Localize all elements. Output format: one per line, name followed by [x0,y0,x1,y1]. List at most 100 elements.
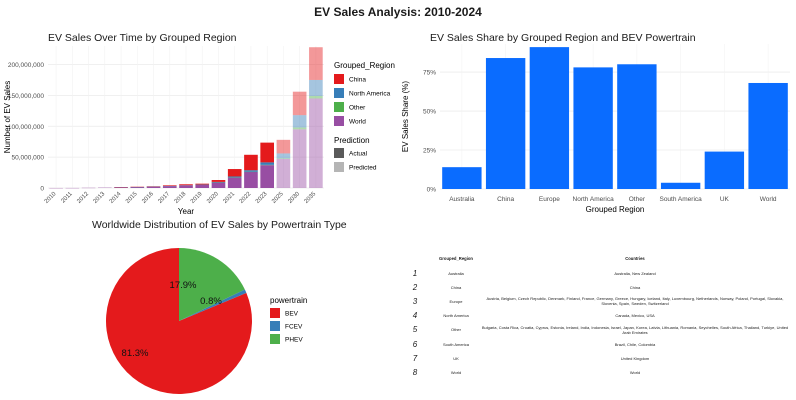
legend-swatch [334,162,344,172]
legend-label: PHEV [285,337,303,344]
bar-segment [244,170,258,172]
legend-label: China [349,77,366,84]
bar-segment [244,171,258,188]
chart3-title: Worldwide Distribution of EV Sales by Po… [92,219,347,231]
legend-label: Actual [349,151,368,158]
row-number: 5 [412,325,418,335]
bar [617,64,657,189]
legend-swatch [334,88,344,98]
row-number: 7 [412,353,418,363]
bar-segment [292,127,307,130]
region-cell: China [450,284,462,290]
y-tick-label: 100,000,000 [8,124,45,131]
bar-segment [130,187,145,188]
ev-sales-share-chart: 0% 25% 50% 75% Australia China Europe North Ame… [401,44,790,214]
bar-segment [309,79,323,97]
x-tick-label: Other [629,196,646,203]
row-number: 1 [412,268,418,278]
x-tick-label: China [497,196,514,203]
x-axis-label: Year [178,207,195,216]
x-tick-label: World [760,196,777,203]
x-tick-label: 2014 [109,191,123,205]
table-row: 2 China China [398,280,790,294]
table-header-region: Grouped_Region [439,255,473,261]
bar-segment [227,169,242,177]
row-number: 6 [412,339,418,349]
x-tick-label: 2025 [271,191,285,205]
countries-cell: Austria, Belgium, Czech Republic, Denmar… [486,296,784,307]
table-row: 4 North America Canada, Mexico, USA [398,309,790,323]
y-tick-label: 25% [423,148,436,155]
bar-segment [146,186,161,188]
bar [529,47,570,189]
bar-segment [276,153,291,159]
legend-swatch [270,308,280,318]
region-cell: Other [450,327,461,333]
x-tick-label: Europe [539,196,560,203]
legend-swatch [270,334,280,344]
x-axis-label: Grouped Region [586,205,645,214]
bar-segment [276,139,291,154]
bar [442,167,482,189]
row-number: 3 [412,296,418,306]
page-title: EV Sales Analysis: 2010-2024 [314,5,482,19]
x-tick-label: 2035 [304,191,318,205]
legend-label: BEV [285,311,299,318]
countries-cell: Australia, New Zealand [614,270,656,276]
bar-segment [292,129,307,188]
x-tick-label: 2020 [206,191,220,205]
table-row: 8 World World [398,365,790,379]
x-tick-label: South America [659,196,702,203]
legend-label: Predicted [349,165,377,172]
x-tick-label: 2022 [239,191,253,205]
bar [573,67,613,189]
row-number: 8 [412,367,418,377]
y-axis-label: Number of EV Sales [3,81,12,153]
bar [704,151,745,189]
countries-cell: Brazil, Chile, Colombia [614,341,656,347]
bar-segment [179,184,193,186]
y-tick-label: 50,000,000 [11,155,44,162]
slice-label: 0.8% [200,296,222,307]
bar-segment [211,182,226,188]
region-cell: North America [443,313,469,319]
bar-segment [260,165,274,188]
x-tick-label: 2016 [141,191,155,205]
legend-label: Other [349,105,366,112]
table-row: 5 Other Bulgaria, Costa Rica, Croatia, Cyp… [398,323,790,337]
y-axis-label: EV Sales Share (%) [401,81,410,152]
table-row: 3 Europe Austria, Belgium, Czech Republic,… [398,294,790,308]
bar-segment [309,98,323,188]
pie-slice [179,289,247,321]
pie-slice [179,248,245,321]
bar [660,182,701,189]
legend-title: Prediction [334,136,370,145]
y-tick-label: 50% [423,109,436,116]
x-tick-label: 2010 [44,191,58,205]
x-tick-label: 2015 [125,191,139,205]
bar-segment [309,96,323,99]
legend-swatch [334,116,344,126]
bar-segment [276,158,291,159]
countries-cell: China [629,284,641,290]
slice-label: 81.3% [122,348,149,359]
table-row: 7 UK United Kingdom [398,351,790,365]
countries-cell: Canada, Mexico, USA [615,313,655,319]
bar [748,82,788,189]
x-tick-label: 2011 [60,191,74,205]
y-tick-label: 0% [427,187,437,194]
row-number: 4 [412,311,418,321]
table-header-row: Grouped_Region Countries [398,250,790,266]
x-tick-label: 2019 [190,191,204,205]
bar-segment [162,185,177,186]
x-tick-label: 2030 [287,191,301,205]
region-cell: Europe [449,298,463,304]
bar-segment [292,91,307,116]
powertrain-pie-chart: 81.3% 0.8%17.9% powertrain BEV FCEV PHEV [106,248,307,394]
legend-title: powertrain [270,296,307,305]
y-tick-label: 200,000,000 [8,62,45,69]
x-tick-label: 2023 [255,191,269,205]
row-number: 2 [412,282,418,292]
bar-segment [195,183,210,185]
bar-segment [114,187,128,188]
